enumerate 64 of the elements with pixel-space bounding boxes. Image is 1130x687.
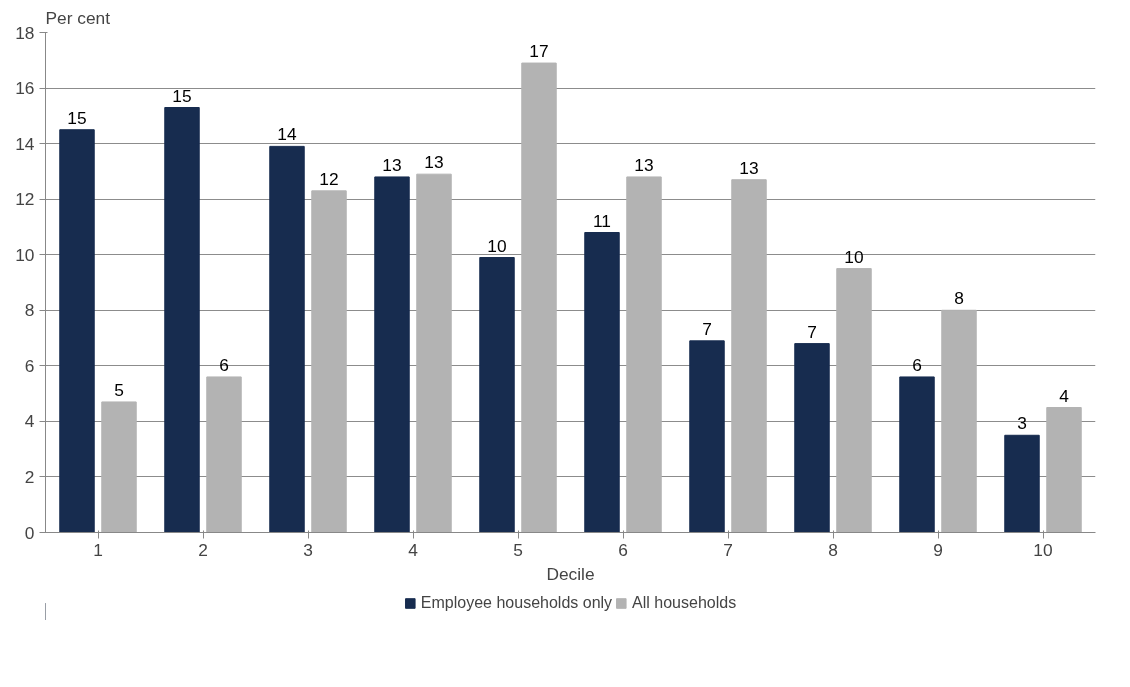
- y-tick-label: 2: [24, 466, 35, 487]
- bar: [836, 268, 872, 533]
- bar: [521, 62, 557, 533]
- bar: [584, 232, 620, 533]
- bar: [479, 257, 515, 533]
- x-tick-label: 4: [408, 539, 419, 560]
- x-tick-label: 6: [618, 539, 628, 560]
- y-tick-label: 6: [24, 355, 35, 376]
- bar: [941, 309, 977, 533]
- data-label: 7: [702, 318, 712, 339]
- y-tick-label: 18: [15, 22, 35, 43]
- y-tick-label: 12: [15, 189, 35, 210]
- y-tick-label: 8: [24, 300, 35, 321]
- bar: [1046, 407, 1082, 533]
- data-label: 8: [954, 288, 964, 309]
- x-tick-label: 7: [723, 539, 733, 560]
- data-label: 5: [114, 379, 124, 400]
- legend-label: Employee households only: [420, 594, 613, 612]
- x-tick-label: 8: [828, 539, 838, 560]
- x-tick-label: 9: [933, 539, 943, 560]
- bar: [311, 190, 347, 533]
- data-label: 6: [219, 354, 229, 375]
- data-label: 10: [487, 235, 507, 256]
- x-tick-label: 5: [513, 539, 523, 560]
- bar: [899, 376, 935, 533]
- bar: [164, 107, 200, 533]
- y-tick-label: 16: [15, 78, 35, 99]
- data-label: 12: [319, 168, 339, 189]
- data-label: 10: [844, 246, 864, 267]
- x-tick-label: 3: [303, 539, 313, 560]
- bar: [731, 179, 767, 533]
- data-label: 13: [382, 154, 402, 175]
- y-tick-label: 10: [15, 244, 35, 265]
- bar: [206, 376, 242, 533]
- data-label: 7: [807, 321, 817, 342]
- bar: [374, 176, 410, 533]
- data-label: 3: [1017, 413, 1027, 434]
- data-label: 15: [67, 107, 87, 128]
- bar: [101, 401, 137, 533]
- bar: [689, 340, 725, 533]
- data-label: 6: [912, 354, 922, 375]
- bar: [626, 176, 662, 533]
- x-tick-label: 1: [93, 539, 103, 560]
- y-axis-title: Per cent: [45, 7, 111, 28]
- data-label: 14: [277, 124, 297, 145]
- data-label: 17: [529, 41, 549, 62]
- x-axis-title: Decile: [546, 563, 595, 584]
- x-tick-label: 10: [1033, 539, 1053, 560]
- bar: [794, 343, 830, 533]
- data-label: 11: [593, 210, 612, 231]
- data-label: 4: [1059, 385, 1070, 406]
- data-label: 15: [172, 85, 192, 106]
- data-label: 13: [739, 157, 759, 178]
- y-tick-label: 14: [15, 133, 35, 154]
- legend-label: All households: [632, 594, 737, 612]
- data-label: 13: [634, 154, 654, 175]
- bar: [269, 145, 305, 533]
- y-tick-label: 0: [24, 522, 35, 543]
- bar: [1004, 434, 1040, 533]
- data-label: 13: [424, 152, 444, 173]
- bar: [59, 129, 95, 533]
- x-tick-label: 2: [198, 539, 208, 560]
- bar: [416, 173, 452, 533]
- y-tick-label: 4: [24, 411, 35, 432]
